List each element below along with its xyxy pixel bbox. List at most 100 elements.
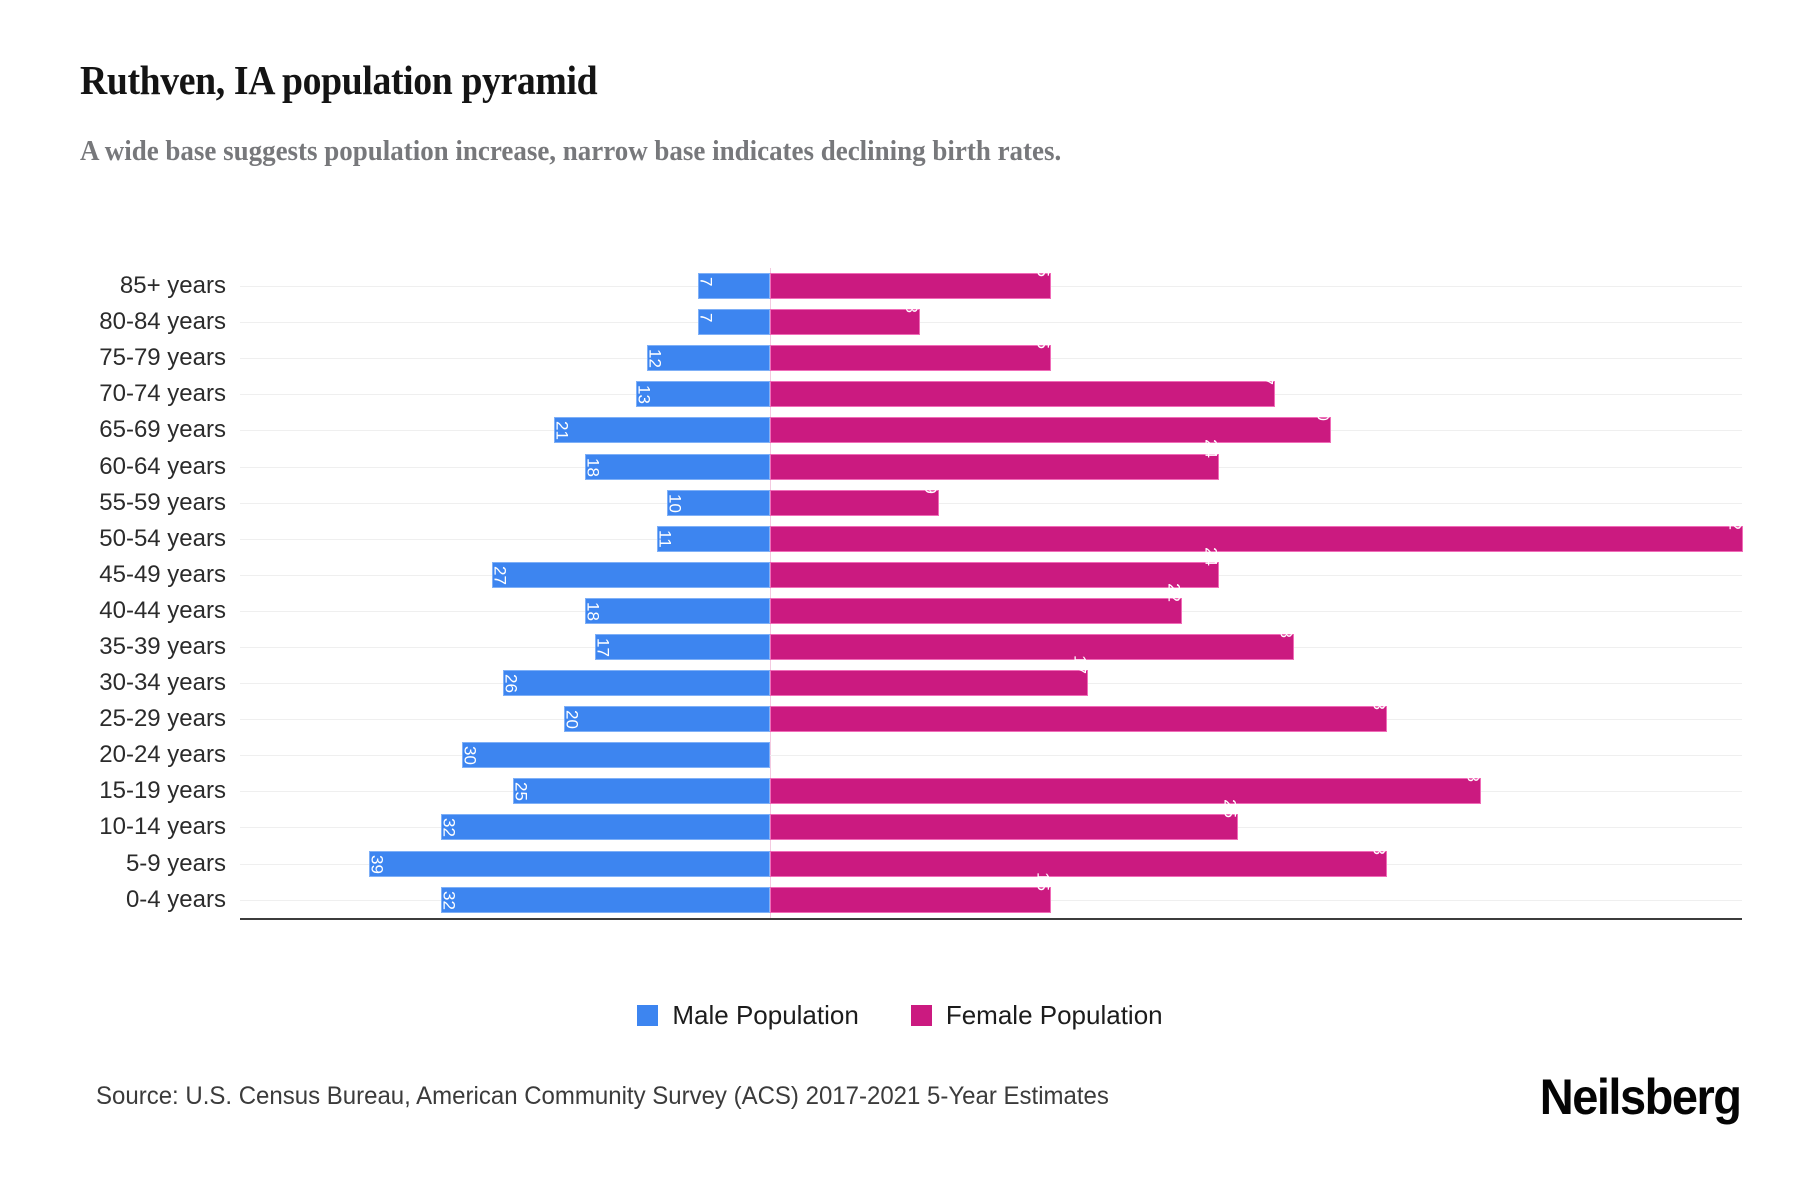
square-swatch-icon xyxy=(637,1005,659,1026)
male-bar[interactable]: 21 xyxy=(552,417,771,444)
pyramid-row: 75-79 years 12 15 xyxy=(99,330,1742,376)
male-bar[interactable]: 30 xyxy=(460,742,771,769)
male-bar[interactable]: 10 xyxy=(666,489,771,516)
chart-legend: Male Population Female Population xyxy=(0,1000,1800,1031)
pyramid-row: 45-49 years 27 24 xyxy=(99,547,1742,593)
pyramid-row: 55-59 years 10 9 xyxy=(99,484,1742,521)
female-bar-value-label: 33 xyxy=(1369,835,1389,855)
legend-label: Female Population xyxy=(945,1000,1163,1030)
male-bar[interactable]: 18 xyxy=(583,453,771,480)
female-bar-value-label: 17 xyxy=(1070,655,1090,675)
male-bar-value-label: 11 xyxy=(655,529,675,548)
y-axis-tick-label: 40-44 years xyxy=(99,596,226,624)
pyramid-row: 80-84 years 7 8 xyxy=(99,304,1742,340)
male-bar-value-label: 7 xyxy=(696,277,716,287)
female-bar[interactable]: 25 xyxy=(770,800,1239,841)
y-axis-tick-label: 25-29 years xyxy=(99,705,226,733)
y-axis-tick-label: 55-59 years xyxy=(99,488,226,516)
pyramid-row: 15-19 years 25 38 xyxy=(99,763,1742,809)
male-bar-value-label: 17 xyxy=(593,637,613,657)
male-bar[interactable]: 39 xyxy=(367,850,771,877)
pyramid-row: 65-69 years 21 30 xyxy=(99,403,1742,448)
male-bar-value-label: 32 xyxy=(439,890,459,910)
y-axis-tick-label: 80-84 years xyxy=(99,308,226,336)
female-bar-value-label: 24 xyxy=(1201,438,1221,458)
female-bar[interactable]: 28 xyxy=(770,619,1295,660)
pyramid-row: 0-4 years 32 15 xyxy=(126,872,1742,918)
female-bar-value-label: 15 xyxy=(1033,330,1053,350)
male-bar[interactable]: 17 xyxy=(593,633,771,660)
male-bar-value-label: 20 xyxy=(562,710,582,730)
male-bar-value-label: 18 xyxy=(583,457,603,477)
male-bar-value-label: 21 xyxy=(552,421,572,441)
male-bar-value-label: 26 xyxy=(501,674,521,693)
male-bar[interactable]: 12 xyxy=(645,345,771,372)
female-bar-value-label: 30 xyxy=(1313,402,1333,422)
pyramid-row: 50-54 years 11 52 xyxy=(99,511,1744,557)
female-bar[interactable]: 33 xyxy=(770,691,1389,733)
female-bar-value-label: 15 xyxy=(1033,871,1053,891)
y-axis-tick-label: 15-19 years xyxy=(99,777,226,805)
male-bar-value-label: 25 xyxy=(511,782,531,802)
y-axis-tick-label: 30-34 years xyxy=(99,669,226,697)
female-bar[interactable]: 24 xyxy=(770,547,1221,588)
pyramid-row: 5-9 years 39 33 xyxy=(126,836,1742,882)
female-bar[interactable]: 38 xyxy=(770,763,1482,805)
y-axis-tick-label: 85+ years xyxy=(119,272,226,300)
brand-logo: Neilsberg xyxy=(1539,1069,1741,1125)
y-axis-tick-label: 75-79 years xyxy=(99,344,226,372)
page-title: Ruthven, IA population pyramid xyxy=(80,57,598,103)
female-bar[interactable]: 52 xyxy=(770,511,1744,552)
female-bar[interactable]: 22 xyxy=(770,583,1183,624)
female-bar[interactable]: 15 xyxy=(770,330,1052,372)
female-bar[interactable]: 15 xyxy=(770,258,1052,300)
male-bar[interactable]: 25 xyxy=(511,778,771,805)
y-axis-tick-label: 70-74 years xyxy=(99,380,226,408)
male-bar-value-label: 18 xyxy=(583,601,603,621)
center-axis-line xyxy=(770,268,772,918)
male-bar[interactable]: 7 xyxy=(696,273,771,300)
female-bar[interactable]: 9 xyxy=(770,484,940,516)
female-bar[interactable]: 30 xyxy=(770,403,1333,444)
male-bar[interactable]: 32 xyxy=(439,814,771,841)
male-bar[interactable]: 27 xyxy=(490,561,771,588)
female-bar[interactable]: 17 xyxy=(770,655,1090,697)
female-bar[interactable]: 15 xyxy=(770,872,1052,913)
female-bar[interactable]: 33 xyxy=(770,836,1389,877)
y-axis-tick-label: 50-54 years xyxy=(99,524,226,552)
source-note: Source: U.S. Census Bureau, American Com… xyxy=(96,1082,1109,1110)
legend-item[interactable]: Male Population xyxy=(637,1000,859,1031)
female-bar[interactable]: 8 xyxy=(770,304,921,336)
y-axis-tick-label: 20-24 years xyxy=(99,741,226,769)
y-axis-tick-label: 65-69 years xyxy=(99,416,226,444)
male-bar[interactable]: 32 xyxy=(439,886,771,913)
male-bar[interactable]: 7 xyxy=(697,309,771,336)
y-axis-tick-label: 60-64 years xyxy=(99,452,226,480)
pyramid-row: 70-74 years 13 27 xyxy=(99,366,1742,412)
male-bar[interactable]: 13 xyxy=(634,381,771,408)
male-bar-value-label: 32 xyxy=(439,818,459,838)
y-axis-tick-label: 0-4 years xyxy=(125,885,226,913)
male-bar-value-label: 27 xyxy=(490,565,510,585)
male-bar-value-label: 30 xyxy=(460,746,480,766)
y-axis-tick-label: 35-39 years xyxy=(99,632,226,660)
male-bar[interactable]: 20 xyxy=(562,706,771,733)
male-bar-value-label: 13 xyxy=(634,385,654,405)
male-bar[interactable]: 26 xyxy=(501,670,771,697)
female-bar-value-label: 15 xyxy=(1033,258,1053,278)
male-bar[interactable]: 18 xyxy=(583,597,771,624)
female-bar[interactable]: 24 xyxy=(770,439,1221,480)
female-bar[interactable]: 27 xyxy=(770,366,1277,408)
pyramid-row: 60-64 years 18 24 xyxy=(99,439,1742,484)
legend-item[interactable]: Female Population xyxy=(910,1000,1163,1031)
male-bar-value-label: 12 xyxy=(645,349,665,369)
legend-label: Male Population xyxy=(672,1000,859,1030)
male-bar-value-label: 39 xyxy=(367,854,387,874)
gridline xyxy=(240,755,1742,757)
male-bar[interactable]: 11 xyxy=(655,525,771,552)
female-bar-value-label: 24 xyxy=(1201,546,1221,566)
female-bar-value-label: 25 xyxy=(1220,799,1240,819)
gridline xyxy=(240,502,1742,504)
female-bar-value-label: 9 xyxy=(921,484,940,494)
